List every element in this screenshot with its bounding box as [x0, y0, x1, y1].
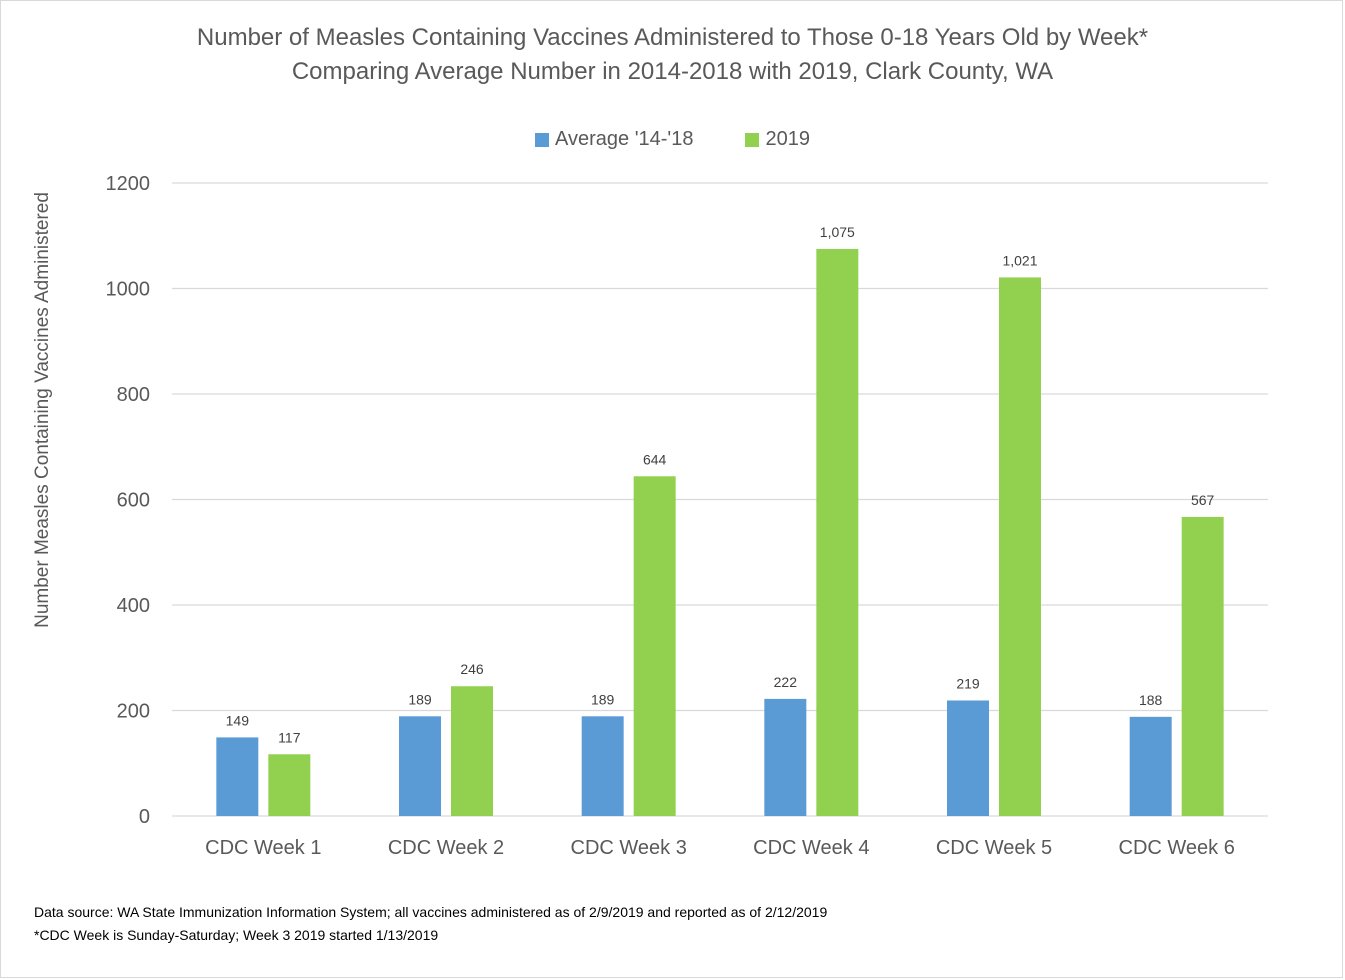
bar-2019: [633, 476, 676, 816]
bar-average: [581, 716, 624, 816]
x-tick-label: CDC Week 3: [571, 837, 687, 859]
y-tick-label: 200: [117, 701, 150, 723]
data-label: 567: [1191, 492, 1215, 508]
data-label: 149: [226, 712, 250, 728]
x-tick-label: CDC Week 1: [205, 837, 321, 859]
x-tick-label: CDC Week 6: [1119, 837, 1235, 859]
data-label: 117: [278, 729, 301, 745]
bar-average: [947, 700, 989, 816]
chart-subtitle: Comparing Average Number in 2014-2018 wi…: [291, 58, 1054, 85]
x-tick-label: CDC Week 5: [936, 837, 1052, 859]
y-tick-label: 1000: [106, 279, 151, 301]
bar-average: [216, 737, 259, 816]
data-label: 189: [408, 691, 432, 707]
legend-item-average: Average '14-'18: [535, 128, 693, 151]
y-tick-label: 800: [117, 384, 150, 406]
y-tick-label: 1200: [106, 173, 151, 195]
data-label: 644: [643, 451, 667, 467]
chart-title: Number of Measles Containing Vaccines Ad…: [196, 24, 1149, 51]
legend-swatch-average: [535, 132, 549, 147]
data-label: 219: [956, 675, 980, 691]
footnote-cdc-week: *CDC Week is Sunday-Saturday; Week 3 201…: [34, 927, 439, 943]
legend: Average '14-'18 2019: [0, 128, 1345, 151]
y-tick-label: 600: [117, 490, 150, 512]
x-tick-label: CDC Week 4: [753, 837, 869, 859]
data-label: 1,021: [1002, 252, 1037, 268]
data-label: 189: [591, 691, 615, 707]
footnote-data-source: Data source: WA State Immunization Infor…: [34, 904, 828, 920]
y-tick-label: 400: [117, 595, 150, 617]
legend-swatch-2019: [745, 132, 760, 147]
legend-item-2019: 2019: [745, 128, 810, 151]
bar-2019: [268, 754, 311, 816]
y-tick-label: 0: [139, 806, 150, 828]
legend-label-2019: 2019: [765, 128, 810, 150]
bar-average: [1129, 716, 1172, 816]
bar-2019: [451, 686, 493, 816]
legend-label-average: Average '14-'18: [555, 128, 694, 150]
bar-2019: [999, 277, 1041, 816]
bar-average: [399, 716, 441, 816]
data-label: 1,075: [820, 224, 855, 240]
x-tick-label: CDC Week 2: [388, 837, 504, 859]
bar-2019: [1181, 516, 1224, 816]
bar-average: [764, 698, 807, 816]
data-label: 246: [460, 661, 484, 677]
data-label: 188: [1139, 692, 1163, 708]
data-label: 222: [774, 674, 798, 690]
bar-2019: [816, 248, 859, 816]
